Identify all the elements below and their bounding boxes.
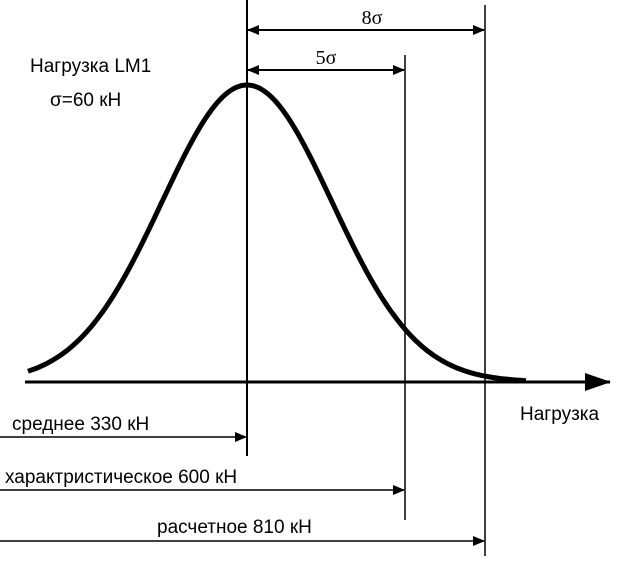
level-label: характристическое 600 кН <box>5 467 237 488</box>
distribution-curve <box>27 82 527 384</box>
span-8-label: 8σ <box>362 7 383 29</box>
level-label: расчетное 810 кН <box>157 517 312 538</box>
span-5-label: 5σ <box>316 47 337 69</box>
sigma-label: σ=60 кН <box>50 90 121 111</box>
title: Нагрузка LM1 <box>30 56 151 77</box>
axis-label: Нагрузка <box>520 404 600 425</box>
level-label: среднее 330 кН <box>12 414 149 435</box>
